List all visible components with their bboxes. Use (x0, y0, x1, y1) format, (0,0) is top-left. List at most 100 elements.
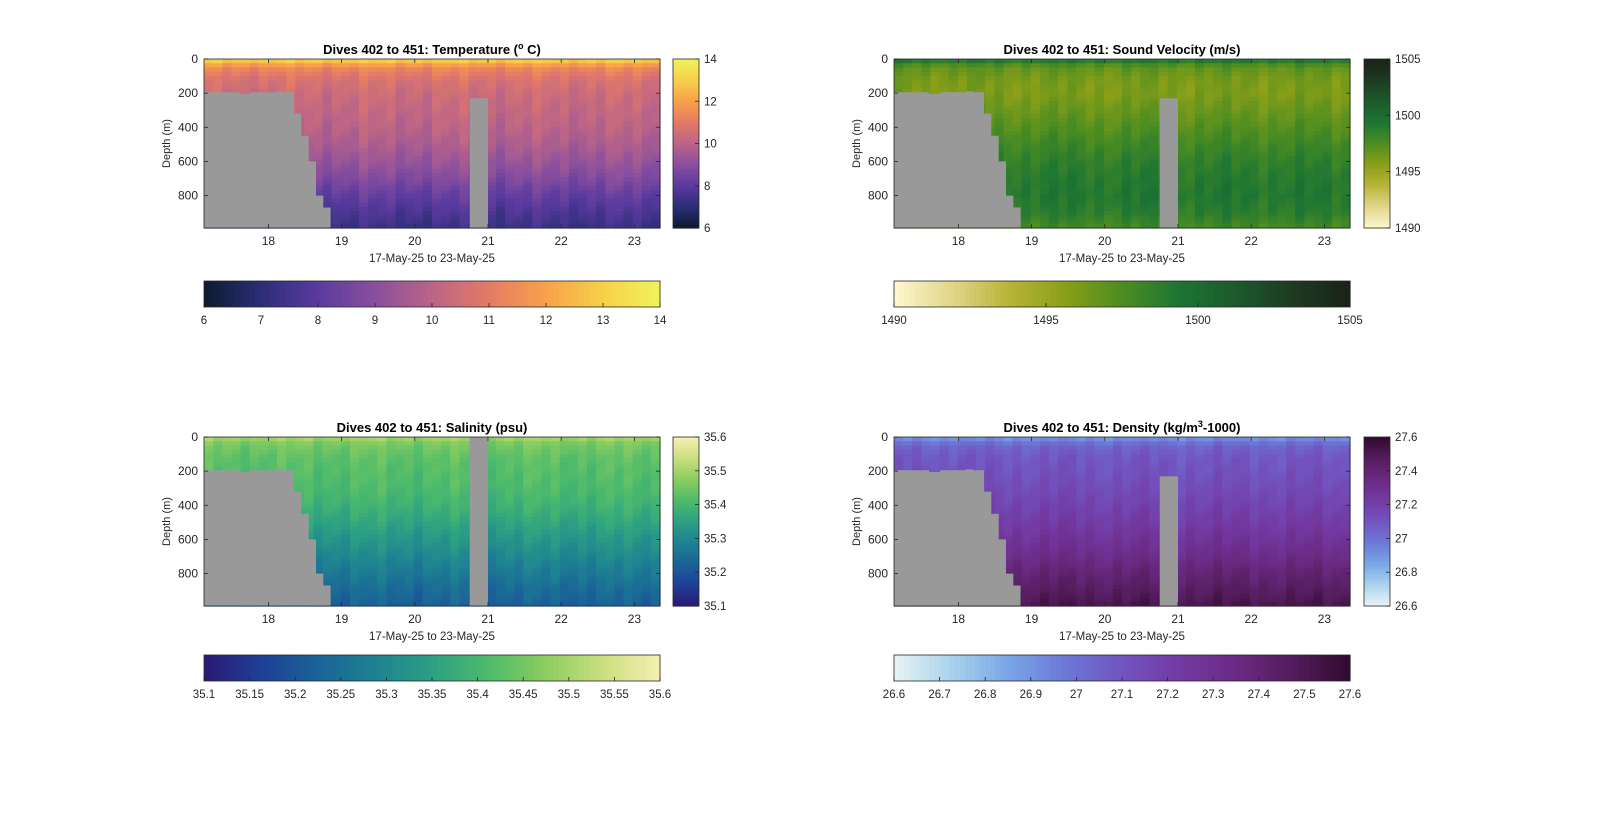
heatmap-cell (1103, 97, 1114, 102)
heatmap-cell (523, 211, 533, 216)
colorbar-swatch (421, 281, 428, 307)
heatmap-cell (596, 206, 606, 212)
heatmap-cell (313, 63, 324, 69)
heatmap-cell (486, 59, 497, 64)
heatmap-cell (322, 80, 333, 85)
heatmap-cell (349, 185, 360, 191)
heatmap-cell (568, 118, 579, 123)
heatmap-cell (1222, 177, 1233, 183)
heatmap-cell (1231, 118, 1242, 123)
heatmap-cell (1277, 147, 1287, 153)
heatmap-cell (222, 71, 232, 77)
heatmap-cell (1267, 181, 1278, 187)
heatmap-cell (1194, 173, 1205, 178)
heatmap-cell (1213, 130, 1223, 136)
heatmap-cell (1103, 92, 1114, 98)
colorbar-tick-label: 14 (654, 315, 667, 327)
heatmap-cell (1030, 80, 1041, 85)
x-tick-label: 21 (1171, 234, 1185, 248)
colorbar-swatch (548, 281, 555, 307)
heatmap-cell (523, 71, 533, 77)
heatmap-cell (1067, 143, 1077, 149)
colorbar-swatch (325, 281, 332, 307)
heatmap-cell (304, 483, 315, 489)
heatmap-cell (331, 80, 342, 85)
heatmap-cell (1003, 88, 1014, 94)
heatmap-cell (222, 449, 232, 455)
heatmap-cell (340, 109, 351, 115)
heatmap-cell (550, 80, 561, 85)
heatmap-cell (632, 105, 643, 111)
heatmap-cell (1231, 126, 1242, 132)
heatmap-cell (532, 189, 543, 195)
colorbar-swatch (673, 199, 699, 204)
heatmap-cell (1094, 105, 1105, 111)
heatmap-cell (1049, 135, 1059, 140)
heatmap-cell (368, 130, 378, 136)
heatmap-cell (1240, 223, 1251, 229)
heatmap-cell (1167, 84, 1178, 90)
heatmap-cell (1231, 160, 1242, 166)
heatmap-cell (1103, 194, 1114, 200)
heatmap-cell (587, 147, 597, 153)
seafloor-mask (204, 91, 660, 229)
heatmap-cell (614, 118, 625, 123)
heatmap-cell (331, 130, 342, 136)
heatmap-cell (1067, 139, 1077, 145)
heatmap-cell (377, 92, 387, 98)
heatmap-cell (486, 126, 497, 132)
heatmap-cell (541, 105, 552, 111)
heatmap-cell (404, 88, 415, 94)
heatmap-cell (1304, 173, 1315, 178)
heatmap-cell (1286, 211, 1296, 216)
colorbar-swatch (1364, 154, 1390, 159)
heatmap-cell (413, 97, 424, 102)
colorbar-swatch (1364, 98, 1390, 102)
heatmap-cell (1313, 206, 1324, 212)
heatmap-cell (322, 122, 333, 128)
heatmap-cell (231, 441, 242, 447)
heatmap-cell (1012, 88, 1023, 94)
heatmap-cell (903, 88, 913, 94)
heatmap-cell (605, 135, 615, 140)
heatmap-cell (276, 466, 287, 472)
heatmap-cell (1194, 113, 1205, 119)
heatmap-cell (322, 496, 333, 501)
heatmap-cell (504, 63, 515, 69)
heatmap-cell (413, 185, 424, 191)
heatmap-cell (1231, 164, 1242, 170)
heatmap-cell (1286, 164, 1296, 170)
heatmap-cell (1249, 164, 1260, 170)
heatmap-cell (614, 211, 625, 216)
heatmap-cell (1021, 177, 1032, 183)
heatmap-cell (532, 177, 543, 183)
heatmap-cell (459, 160, 470, 166)
heatmap-cell (568, 80, 579, 85)
heatmap-cell (966, 88, 977, 94)
heatmap-cell (340, 211, 351, 216)
heatmap-cell (486, 88, 497, 94)
heatmap-cell (1194, 181, 1205, 187)
heatmap-cell (1277, 109, 1287, 115)
heatmap-cell (550, 173, 561, 178)
heatmap-cell (304, 97, 315, 102)
heatmap-cell (1085, 118, 1096, 123)
heatmap-cell (1067, 156, 1077, 161)
heatmap-cell (532, 160, 543, 166)
heatmap-cell (550, 143, 561, 149)
heatmap-cell (422, 63, 433, 69)
heatmap-cell (1231, 173, 1242, 178)
heatmap-cell (1249, 122, 1260, 128)
colorbar-swatch (310, 281, 317, 307)
heatmap-cell (386, 185, 397, 191)
heatmap-cell (614, 143, 625, 149)
heatmap-cell (614, 126, 625, 132)
colorbar-swatch (1162, 281, 1169, 307)
heatmap-cell (614, 189, 625, 195)
heatmap-cell (304, 130, 315, 136)
heatmap-cell (577, 59, 588, 64)
heatmap-cell (504, 202, 515, 208)
heatmap-cell (377, 219, 387, 225)
